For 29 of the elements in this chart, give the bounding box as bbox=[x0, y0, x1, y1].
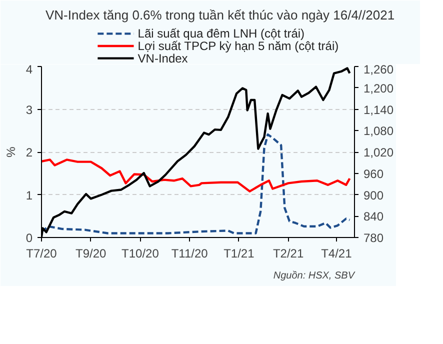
line-series bbox=[42, 158, 351, 192]
y2-tick-label: 1,020 bbox=[364, 146, 394, 160]
y2-tick-label: 780 bbox=[364, 231, 384, 245]
y2-tick-label: 840 bbox=[364, 210, 384, 224]
legend-label: Lãi suất qua đêm LNH (cột trái) bbox=[138, 26, 305, 41]
chart-title: VN-Index tăng 0.6% trong tuần kết thúc vào ngày 16/4//2021 bbox=[46, 8, 395, 22]
x-tick-label: T11/20 bbox=[171, 246, 208, 260]
y2-tick-label: 1,140 bbox=[364, 102, 394, 117]
x-tick-label: T10/20 bbox=[122, 246, 160, 260]
x-tick-label: T9/20 bbox=[76, 246, 107, 260]
x-tick-label: T7/20 bbox=[26, 246, 58, 260]
y-tick-label: 2 bbox=[26, 146, 33, 160]
legend-label: Lợi suất TPCP kỳ hạn 5 năm (cột trái) bbox=[138, 39, 339, 53]
y-tick-label: 4 bbox=[26, 62, 33, 76]
y-tick-label: 0 bbox=[26, 231, 33, 245]
y2-tick-label: 900 bbox=[364, 188, 384, 202]
x-tick-label: T1/21 bbox=[224, 246, 255, 260]
y-tick-label: 1 bbox=[26, 188, 33, 202]
y2-tick-label: 960 bbox=[364, 166, 384, 181]
y-tick-label: 3 bbox=[26, 102, 33, 117]
y2-tick-label: 1,200 bbox=[364, 81, 394, 96]
text: Nguồn: HSX, SBV bbox=[273, 270, 356, 282]
y-axis-title: % bbox=[4, 146, 18, 158]
legend-label: VN-Index bbox=[138, 51, 188, 66]
line-series bbox=[42, 133, 351, 234]
y2-tick-label: 1,080 bbox=[364, 124, 394, 138]
x-tick-label: T4/21 bbox=[321, 246, 352, 260]
x-tick-label: T2/21 bbox=[272, 246, 304, 260]
y2-tick-label: 1,260 bbox=[364, 62, 394, 76]
